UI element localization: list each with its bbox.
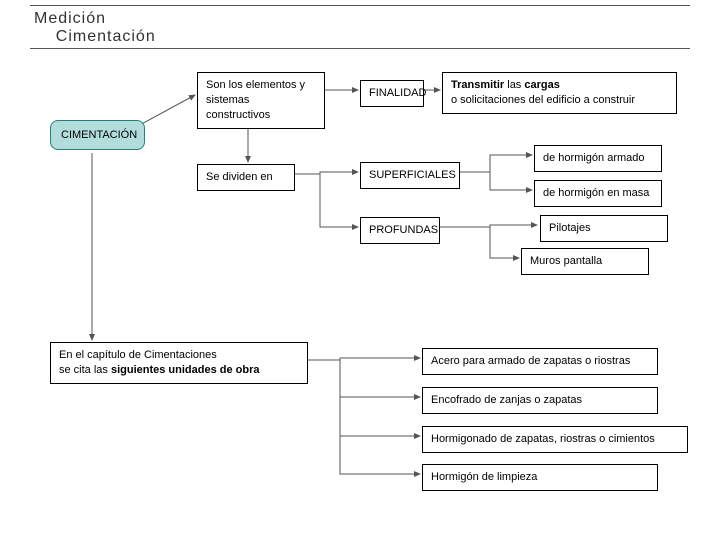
box-elementos: Son los elementos y sistemas constructiv… [197, 72, 325, 129]
header-title: Medición Cimentación [30, 8, 690, 48]
box-profundas: PROFUNDAS [360, 217, 440, 244]
box-sup-masa: de hormigón en masa [534, 180, 662, 207]
box-unidad-hormigonado: Hormigonado de zapatas, riostras o cimie… [422, 426, 688, 453]
box-dividen: Se dividen en [197, 164, 295, 191]
box-sup-armado: de hormigón armado [534, 145, 662, 172]
box-capitulo: En el capítulo de Cimentaciones se cita … [50, 342, 308, 384]
box-unidad-acero: Acero para armado de zapatas o riostras [422, 348, 658, 375]
box-finalidad: FINALIDAD [360, 80, 424, 107]
box-prof-muros: Muros pantalla [521, 248, 649, 275]
box-prof-pilotajes: Pilotajes [540, 215, 668, 242]
box-superficiales: SUPERFICIALES [360, 162, 460, 189]
box-unidad-limpieza: Hormigón de limpieza [422, 464, 658, 491]
box-unidad-encofrado: Encofrado de zanjas o zapatas [422, 387, 658, 414]
header: Medición Cimentación [30, 5, 690, 49]
box-transmitir: Transmitir las cargas o solicitaciones d… [442, 72, 677, 114]
root-cimentacion: CIMENTACIÓN [50, 120, 145, 150]
